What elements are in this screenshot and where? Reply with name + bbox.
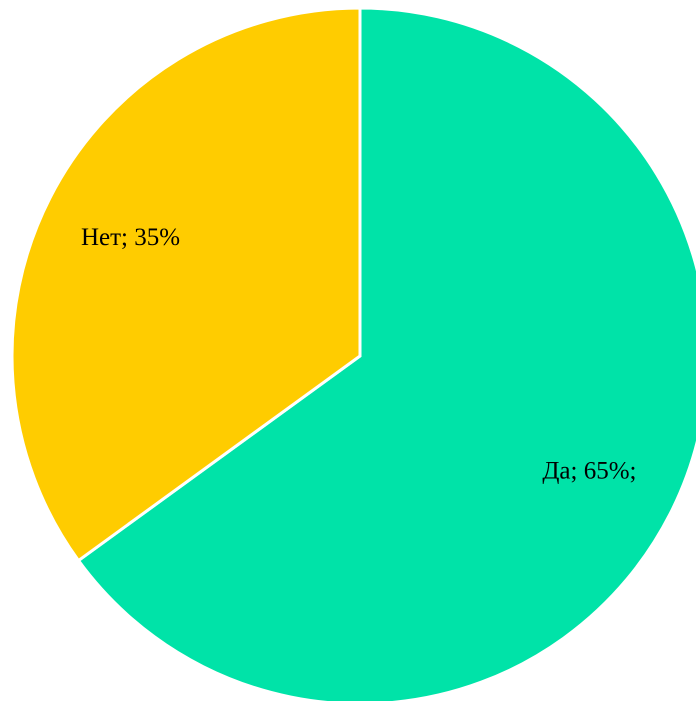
data-label: Да; 65%; xyxy=(542,458,636,485)
data-label: Нет; 35% xyxy=(81,224,180,251)
pie-slice xyxy=(10,6,362,563)
pie-slice xyxy=(76,6,696,701)
